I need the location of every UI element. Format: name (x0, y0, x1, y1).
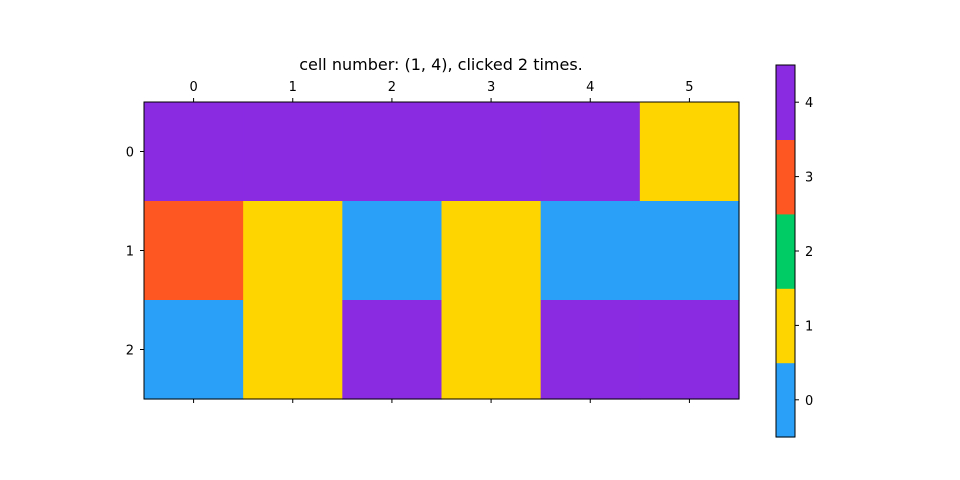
x-tick-label-5: 5 (685, 80, 693, 95)
x-tick-label-4: 4 (586, 80, 594, 95)
heatmap-cells[interactable] (144, 102, 740, 400)
colorbar-tick-label-1: 1 (805, 319, 813, 334)
heatmap-cell-2-2[interactable] (342, 300, 443, 400)
heatmap-cell-2-5[interactable] (639, 300, 740, 400)
x-tick-label-0: 0 (189, 80, 197, 95)
heatmap-cell-1-2[interactable] (342, 201, 443, 301)
x-tick-label-3: 3 (487, 80, 495, 95)
heatmap-cell-0-0[interactable] (144, 102, 244, 202)
colorbar-ticks: 0 1 2 3 4 (795, 96, 813, 409)
colorbar-segment-2 (776, 213, 795, 289)
y-axis-ticks: 0 1 2 (126, 146, 144, 359)
colorbar (776, 65, 795, 438)
colorbar-tick-label-2: 2 (805, 245, 813, 260)
colorbar-tick-label-0: 0 (805, 394, 813, 409)
x-tick-label-2: 2 (388, 80, 396, 95)
colorbar-tick-label-3: 3 (805, 171, 813, 186)
heatmap-cell-2-3[interactable] (441, 300, 542, 400)
heatmap-cell-1-3[interactable] (441, 201, 542, 301)
y-tick-label-0: 0 (126, 146, 134, 161)
y-tick-label-1: 1 (126, 245, 134, 260)
colorbar-segment-1 (776, 288, 795, 364)
heatmap-cell-0-1[interactable] (243, 102, 343, 202)
heatmap-cell-1-4[interactable] (540, 201, 641, 301)
heatmap-cell-1-1[interactable] (243, 201, 343, 301)
x-tick-label-1: 1 (289, 80, 297, 95)
colorbar-tick-label-4: 4 (805, 96, 813, 111)
heatmap-cell-0-2[interactable] (342, 102, 443, 202)
heatmap-cell-0-3[interactable] (441, 102, 542, 202)
heatmap-cell-0-5[interactable] (639, 102, 740, 202)
heatmap-cell-2-4[interactable] (540, 300, 641, 400)
heatmap-cell-2-0[interactable] (144, 300, 244, 400)
x-axis-ticks: 0 1 2 3 4 5 (189, 80, 694, 403)
heatmap-cell-1-0[interactable] (144, 201, 244, 301)
heatmap-cell-0-4[interactable] (540, 102, 641, 202)
heatmap-cell-2-1[interactable] (243, 300, 343, 400)
colorbar-segment-4 (776, 65, 795, 140)
chart-title: cell number: (1, 4), clicked 2 times. (299, 55, 583, 74)
y-tick-label-2: 2 (126, 344, 134, 359)
heatmap-cell-1-5[interactable] (639, 201, 740, 301)
colorbar-segment-3 (776, 139, 795, 215)
colorbar-segment-0 (776, 362, 795, 438)
